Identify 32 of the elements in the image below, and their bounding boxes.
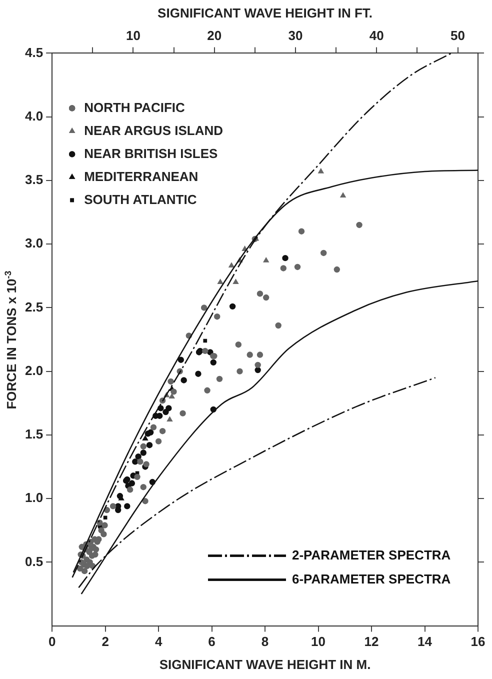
legend-label: NEAR ARGUS ISLAND [84,122,223,138]
x-axis-title: SIGNIFICANT WAVE HEIGHT IN M. [159,656,371,672]
x-tick-label: 4 [154,634,163,650]
x2-axis-title: SIGNIFICANT WAVE HEIGHT IN FT. [158,5,373,20]
text: 2-PARAMETER SPECTRA [292,547,452,562]
x2-tick-label: 30 [288,28,303,43]
x2-tick-label: 50 [450,28,466,43]
y-tick-label: 3.5 [24,172,44,188]
x-tick-label: 16 [470,634,486,650]
x-tick-label: 14 [418,634,433,650]
x-tick-label: 0 [48,634,56,650]
y-tick-label: 3.0 [24,236,44,251]
legend-label: MEDITERRANEAN [84,168,198,184]
x-tick-label: 2 [102,634,109,650]
x-tick-label: 10 [311,634,326,650]
x-tick-label: 8 [261,634,269,650]
x2-tick-label: 20 [207,28,222,43]
legend-label: NEAR BRITISH ISLES [84,146,218,161]
y-tick-label: 2.0 [24,362,44,378]
y-tick-label: 1.5 [24,426,44,442]
y-tick-label: 2.5 [24,299,44,314]
y-tick-label: 4.5 [24,44,44,60]
y-tick-label: 0.5 [24,554,44,569]
legend-label: NORTH PACIFIC [84,100,186,115]
legend-label: SOUTH ATLANTIC [84,192,198,207]
y-tick-label: 4.0 [24,108,44,124]
y-tick-label: 1.0 [24,490,44,506]
x2-tick-label: 40 [369,28,384,43]
x-tick-label: 12 [364,634,379,650]
text: 6-PARAMETER SPECTRA [292,571,452,586]
x2-tick-label: 10 [126,28,140,43]
x-tick-label: 6 [208,634,216,650]
